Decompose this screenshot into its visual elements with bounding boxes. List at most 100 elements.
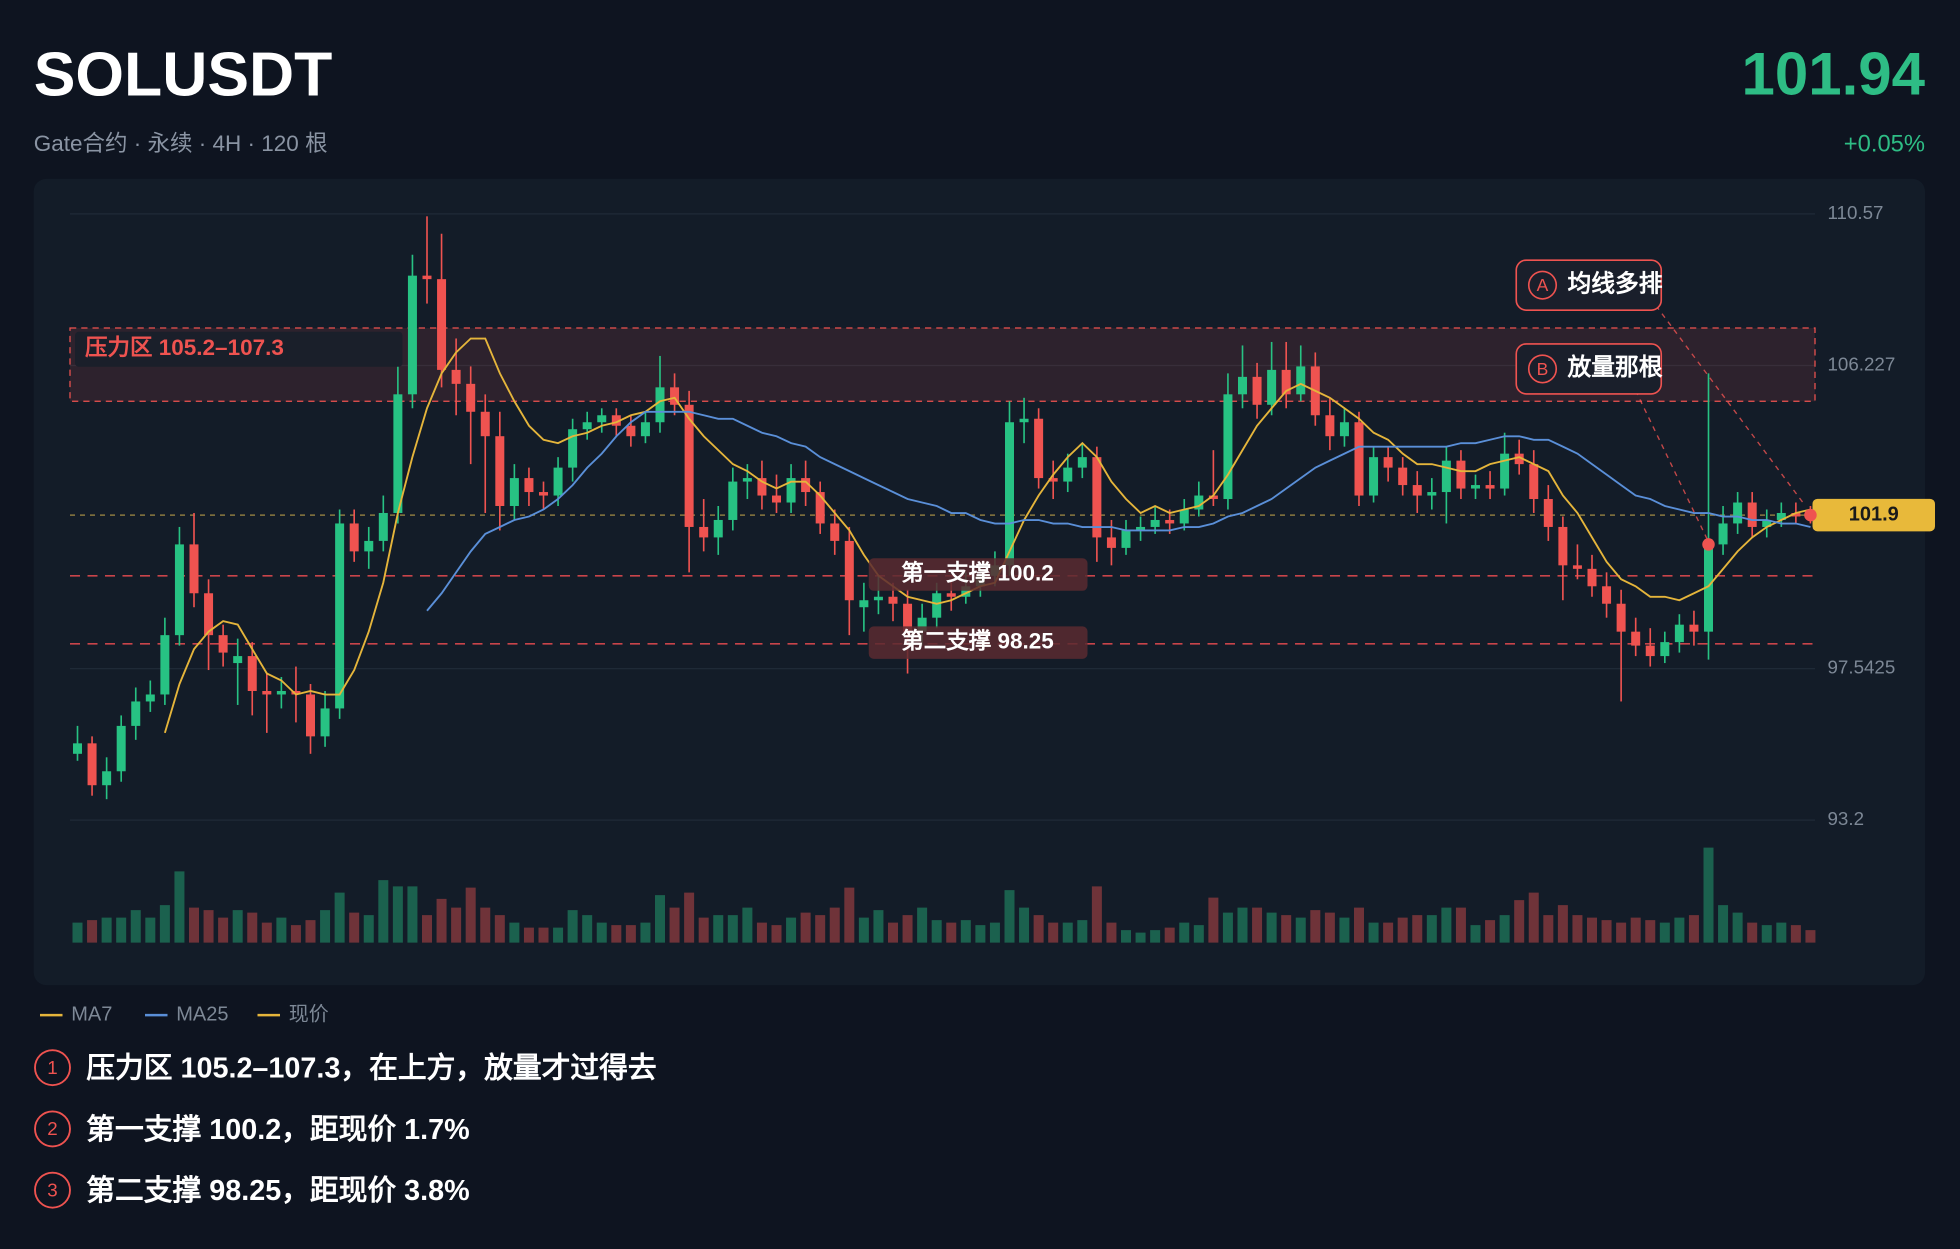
candle-body — [291, 690, 301, 695]
volume-bar — [1441, 907, 1452, 943]
volume-bar — [1470, 925, 1481, 943]
legend-label: 现价 — [289, 1003, 329, 1025]
volume-bar — [189, 907, 199, 943]
volume-bar — [523, 927, 534, 943]
volume-bar — [1412, 915, 1423, 943]
volume-bar — [1747, 922, 1758, 943]
volume-bar — [1310, 910, 1321, 943]
annotation-badge — [1527, 270, 1558, 300]
candle-body — [801, 478, 811, 493]
candle-body — [699, 526, 709, 538]
volume-bar — [931, 920, 942, 943]
volume-bar — [1222, 912, 1233, 943]
candle-body — [1398, 467, 1408, 486]
volume-bar — [858, 917, 869, 943]
candle-body — [335, 523, 345, 709]
volume-bar — [1368, 922, 1379, 943]
candle-body — [131, 701, 141, 726]
candle-body — [1660, 642, 1670, 657]
candle-body — [247, 656, 257, 691]
candle-body — [1048, 478, 1058, 482]
candle-body — [611, 415, 621, 426]
volume-bar — [1543, 915, 1554, 943]
volume-bar — [334, 892, 345, 943]
volume-bar — [1339, 917, 1350, 943]
volume-bar — [975, 925, 986, 943]
volume-bar — [1426, 915, 1437, 943]
candle-body — [349, 523, 359, 552]
volume-bar — [698, 917, 709, 943]
candle-body — [174, 544, 184, 636]
candle-body — [1500, 453, 1510, 489]
volume-bar — [1179, 922, 1190, 943]
last-price: 101.94 — [1741, 41, 1925, 108]
ma-line — [426, 410, 1811, 612]
price-tag — [1812, 498, 1935, 532]
zone-label: 压力区 105.2–107.3 — [85, 335, 284, 360]
title: SOLUSDT — [34, 39, 333, 109]
candle-body — [728, 481, 738, 520]
volume-bar — [1397, 917, 1408, 943]
candle-body — [640, 422, 650, 437]
subtitle: Gate合约 · 永续 · 4H · 120 根 — [34, 131, 328, 156]
candle-body — [1747, 502, 1757, 527]
candle-body — [1427, 492, 1437, 496]
candle-body — [1704, 544, 1713, 632]
candle-body — [1325, 415, 1335, 437]
candle-body — [1572, 565, 1582, 569]
candle-body — [626, 425, 636, 437]
volume-bar — [1455, 907, 1466, 943]
volume-bar — [145, 917, 156, 943]
price-tag-label: 101.9 — [1849, 503, 1899, 525]
volume-bar — [625, 925, 636, 943]
candle-body — [670, 387, 680, 405]
volume-bar — [1630, 917, 1641, 943]
candle-body — [1718, 523, 1728, 545]
volume-bar — [596, 922, 607, 943]
candle-body — [1165, 519, 1175, 524]
candle-body — [233, 656, 243, 664]
candle-body — [1602, 586, 1612, 604]
candle-body — [946, 593, 956, 597]
volume-bar — [946, 922, 957, 943]
candle-body — [684, 404, 694, 527]
candle-body — [1383, 457, 1393, 468]
note-number: 3 — [47, 1179, 57, 1200]
volume-bar — [1121, 930, 1131, 943]
candle-body — [830, 523, 840, 541]
volume-bar — [684, 892, 695, 943]
candle-body — [1529, 464, 1539, 500]
volume-bar — [1295, 917, 1306, 943]
candle-body — [1441, 460, 1451, 493]
candle-body — [888, 596, 898, 604]
volume-bar — [320, 910, 331, 943]
candle-body — [553, 467, 563, 496]
candle-body — [1558, 526, 1568, 566]
volume-bar — [1033, 915, 1044, 943]
volume-bar — [378, 880, 389, 943]
support-label-box — [868, 626, 1088, 659]
candle-body — [160, 635, 170, 695]
volume-bar — [873, 910, 884, 943]
volume-bar — [829, 907, 840, 943]
candle-body — [815, 492, 825, 524]
candle-body — [1077, 457, 1087, 468]
volume-bar — [815, 915, 826, 943]
volume-bar — [538, 927, 549, 943]
candle-body — [509, 478, 519, 507]
volume-bar — [1164, 927, 1175, 943]
volume-bar — [451, 907, 462, 943]
volume-bar — [1237, 907, 1248, 943]
candle-body — [1762, 519, 1772, 527]
candle-body — [1369, 457, 1379, 496]
candle-body — [1485, 485, 1495, 489]
volume-bar — [1528, 892, 1539, 943]
candle-body — [480, 411, 490, 437]
volume-bar — [1019, 907, 1030, 943]
support-label: 第一支撑 100.2 — [901, 559, 1054, 585]
candle-body — [437, 279, 447, 370]
volume-bar — [567, 910, 578, 943]
volume-bar — [1587, 917, 1597, 943]
candle-body — [757, 478, 767, 496]
